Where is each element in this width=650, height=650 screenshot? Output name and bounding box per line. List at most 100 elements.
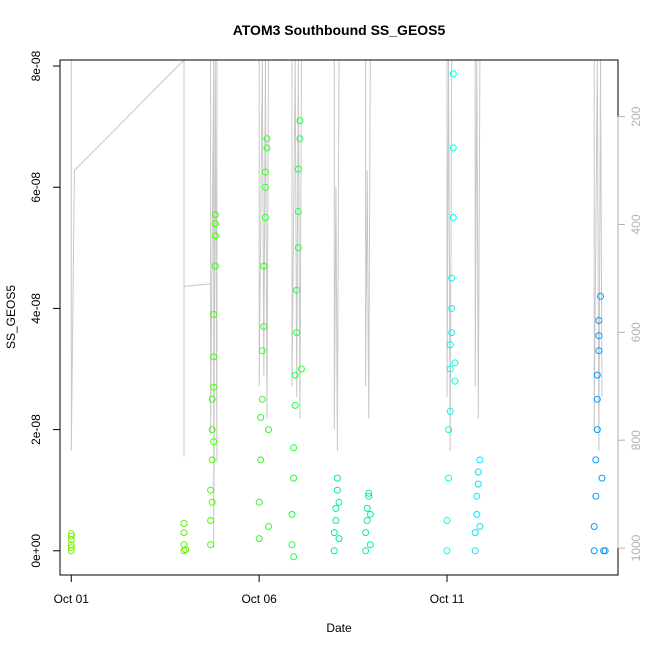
- data-point: [67, 532, 75, 540]
- data-point: [297, 365, 305, 373]
- data-point: [288, 510, 296, 518]
- data-point: [595, 332, 603, 340]
- data-point: [593, 426, 601, 434]
- altitude-track-layer: [70, 58, 603, 549]
- data-point: [333, 486, 341, 494]
- data-point: [335, 498, 343, 506]
- data-point: [443, 547, 451, 555]
- data-point: [210, 438, 218, 446]
- data-point: [260, 262, 268, 270]
- data-point: [208, 456, 216, 464]
- data-point: [180, 529, 188, 537]
- data-point: [182, 546, 190, 554]
- data-point: [330, 547, 338, 555]
- data-point: [598, 474, 606, 482]
- x-tick-label: Oct 01: [54, 592, 90, 606]
- data-point: [294, 244, 302, 252]
- data-point: [290, 444, 298, 452]
- data-point: [445, 474, 453, 482]
- data-point: [67, 541, 75, 549]
- right-tick-label: 800: [629, 430, 643, 450]
- data-point: [593, 371, 601, 379]
- right-tick-label: 400: [629, 214, 643, 234]
- data-point: [208, 395, 216, 403]
- data-point: [446, 341, 454, 349]
- data-point: [590, 523, 598, 530]
- y-axis: 0e+00 2e-08 4e-08 6e-08 8e-08: [29, 50, 61, 568]
- data-point: [474, 468, 482, 476]
- data-point: [207, 486, 215, 494]
- data-point: [590, 547, 598, 555]
- data-point: [255, 498, 263, 506]
- data-point: [595, 347, 603, 355]
- data-point: [291, 401, 299, 409]
- data-point: [449, 144, 457, 152]
- data-point: [448, 274, 456, 282]
- data-point: [294, 208, 302, 215]
- data-point: [365, 492, 373, 500]
- data-point: [335, 535, 343, 543]
- data-point: [365, 489, 373, 497]
- data-point: [330, 529, 338, 537]
- data-point: [294, 165, 302, 173]
- data-point: [595, 317, 603, 324]
- data-point: [258, 395, 266, 403]
- data-point: [293, 286, 301, 294]
- data-point: [211, 220, 219, 228]
- altitude-line: [70, 58, 603, 549]
- data-point: [473, 510, 481, 518]
- data-point: [363, 504, 371, 512]
- data-point: [257, 456, 265, 464]
- data-point: [332, 504, 340, 512]
- data-point: [265, 426, 272, 434]
- data-point: [257, 414, 265, 421]
- points-layer: [67, 70, 609, 561]
- data-point: [471, 529, 479, 537]
- right-axis: 200 400 600 800 1000: [617, 106, 643, 561]
- x-axis: Oct 01 Oct 06 Oct 11: [54, 574, 465, 606]
- data-point: [443, 517, 451, 524]
- data-point: [255, 535, 263, 543]
- data-point: [446, 365, 454, 373]
- data-point: [258, 347, 266, 355]
- x-tick-label: Oct 06: [241, 592, 277, 606]
- data-point: [363, 517, 371, 524]
- data-point: [592, 456, 600, 464]
- data-point: [263, 144, 271, 152]
- data-point: [473, 492, 481, 500]
- data-point: [207, 517, 215, 524]
- data-point: [597, 292, 604, 300]
- data-point: [180, 541, 188, 549]
- y-tick-label: 4e-08: [29, 293, 43, 324]
- data-point: [366, 510, 374, 518]
- data-point: [445, 426, 453, 434]
- data-point: [211, 232, 219, 240]
- data-point: [210, 353, 218, 361]
- x-axis-label: Date: [326, 621, 352, 635]
- data-point: [476, 456, 484, 464]
- data-point: [601, 547, 609, 555]
- data-point: [265, 523, 272, 530]
- data-point: [261, 214, 269, 221]
- data-point: [449, 214, 457, 221]
- data-point: [592, 492, 600, 500]
- data-point: [362, 547, 370, 555]
- data-point: [211, 262, 219, 270]
- x-tick-label: Oct 11: [430, 592, 465, 606]
- data-point: [263, 135, 271, 143]
- data-point: [593, 395, 601, 403]
- right-tick-label: 200: [629, 106, 643, 126]
- data-point: [180, 520, 188, 527]
- data-point: [449, 70, 457, 78]
- data-point: [476, 523, 484, 530]
- data-point: [290, 553, 298, 561]
- data-point: [210, 383, 218, 391]
- data-point: [451, 377, 459, 385]
- data-point: [333, 474, 341, 482]
- data-point: [446, 407, 454, 415]
- y-axis-label: SS_GEOS5: [4, 285, 18, 349]
- y-tick-label: 2e-08: [29, 414, 43, 445]
- data-point: [296, 117, 304, 125]
- data-point: [474, 480, 482, 488]
